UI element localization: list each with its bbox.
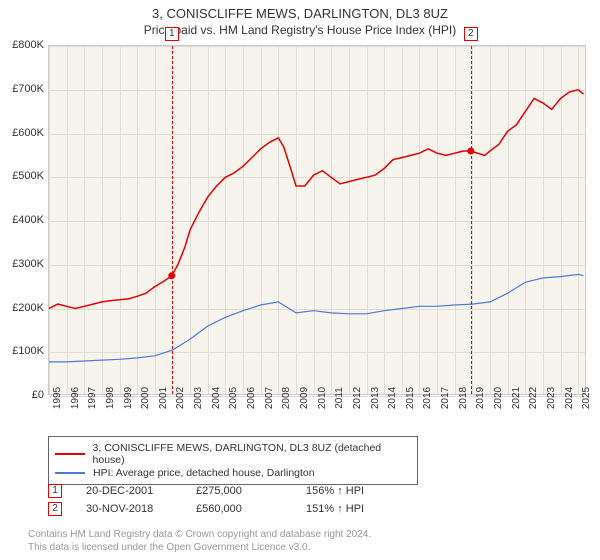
event-date: 20-DEC-2001 xyxy=(86,485,196,497)
ytick-label: £0 xyxy=(32,389,44,401)
event-hpi: 156% ↑ HPI xyxy=(306,485,364,497)
xtick-label: 2001 xyxy=(158,387,169,409)
xtick-label: 1999 xyxy=(123,387,134,409)
xtick-label: 2007 xyxy=(264,387,275,409)
line-svg xyxy=(49,46,587,396)
marker-label-box: 1 xyxy=(165,27,179,41)
xtick-label: 2025 xyxy=(581,387,592,409)
xtick-label: 2000 xyxy=(140,387,151,409)
xtick-label: 2004 xyxy=(211,387,222,409)
xtick-label: 2015 xyxy=(405,387,416,409)
xtick-label: 1998 xyxy=(105,387,116,409)
xtick-label: 2018 xyxy=(458,387,469,409)
xtick-label: 2017 xyxy=(440,387,451,409)
series-line xyxy=(49,274,584,362)
legend-item: HPI: Average price, detached house, Darl… xyxy=(55,467,411,479)
xtick-label: 2014 xyxy=(387,387,398,409)
legend-box: 3, CONISCLIFFE MEWS, DARLINGTON, DL3 8UZ… xyxy=(48,436,418,485)
event-marker-box: 1 xyxy=(48,484,62,498)
ytick-label: £300K xyxy=(12,258,44,270)
attribution-line: Contains HM Land Registry data © Crown c… xyxy=(28,528,371,541)
plot-area: 12 xyxy=(48,45,586,395)
legend-swatch xyxy=(55,453,85,455)
marker-label-box: 2 xyxy=(464,27,478,41)
ytick-label: £800K xyxy=(12,39,44,51)
legend-label: HPI: Average price, detached house, Darl… xyxy=(93,467,315,479)
xtick-label: 2005 xyxy=(228,387,239,409)
xtick-label: 2009 xyxy=(299,387,310,409)
chart-container: 3, CONISCLIFFE MEWS, DARLINGTON, DL3 8UZ… xyxy=(0,0,600,560)
series-line xyxy=(49,90,584,309)
marker-vline xyxy=(471,46,472,394)
xtick-label: 2008 xyxy=(281,387,292,409)
event-row: 1 20-DEC-2001£275,000156% ↑ HPI xyxy=(48,484,364,498)
xtick-label: 2020 xyxy=(493,387,504,409)
xtick-label: 2010 xyxy=(317,387,328,409)
xtick-label: 2013 xyxy=(370,387,381,409)
xtick-label: 1995 xyxy=(52,387,63,409)
ytick-label: £100K xyxy=(12,345,44,357)
event-price: £275,000 xyxy=(196,485,306,497)
legend-item: 3, CONISCLIFFE MEWS, DARLINGTON, DL3 8UZ… xyxy=(55,442,411,466)
legend-label: 3, CONISCLIFFE MEWS, DARLINGTON, DL3 8UZ… xyxy=(93,442,411,466)
ytick-label: £600K xyxy=(12,127,44,139)
chart-subtitle: Price paid vs. HM Land Registry's House … xyxy=(0,21,600,37)
xtick-label: 2016 xyxy=(422,387,433,409)
event-row: 2 30-NOV-2018£560,000151% ↑ HPI xyxy=(48,502,364,516)
xtick-label: 2012 xyxy=(352,387,363,409)
xtick-label: 2022 xyxy=(528,387,539,409)
ytick-label: £700K xyxy=(12,83,44,95)
event-marker-box: 2 xyxy=(48,502,62,516)
event-table: 1 20-DEC-2001£275,000156% ↑ HPI 2 30-NOV-20… xyxy=(48,480,364,520)
xtick-label: 2024 xyxy=(564,387,575,409)
xtick-label: 2023 xyxy=(546,387,557,409)
xtick-label: 2006 xyxy=(246,387,257,409)
xtick-label: 2021 xyxy=(511,387,522,409)
ytick-label: £200K xyxy=(12,302,44,314)
attribution-line: This data is licensed under the Open Gov… xyxy=(28,541,371,554)
xtick-label: 2019 xyxy=(475,387,486,409)
xtick-label: 2003 xyxy=(193,387,204,409)
xtick-label: 2011 xyxy=(334,387,345,409)
xtick-label: 2002 xyxy=(175,387,186,409)
chart-title: 3, CONISCLIFFE MEWS, DARLINGTON, DL3 8UZ xyxy=(0,0,600,21)
marker-vline xyxy=(172,46,173,394)
xtick-label: 1996 xyxy=(70,387,81,409)
legend-swatch xyxy=(55,472,85,474)
ytick-label: £500K xyxy=(12,170,44,182)
ytick-label: £400K xyxy=(12,214,44,226)
event-date: 30-NOV-2018 xyxy=(86,503,196,515)
event-price: £560,000 xyxy=(196,503,306,515)
event-hpi: 151% ↑ HPI xyxy=(306,503,364,515)
xtick-label: 1997 xyxy=(87,387,98,409)
attribution-text: Contains HM Land Registry data © Crown c… xyxy=(28,528,371,554)
